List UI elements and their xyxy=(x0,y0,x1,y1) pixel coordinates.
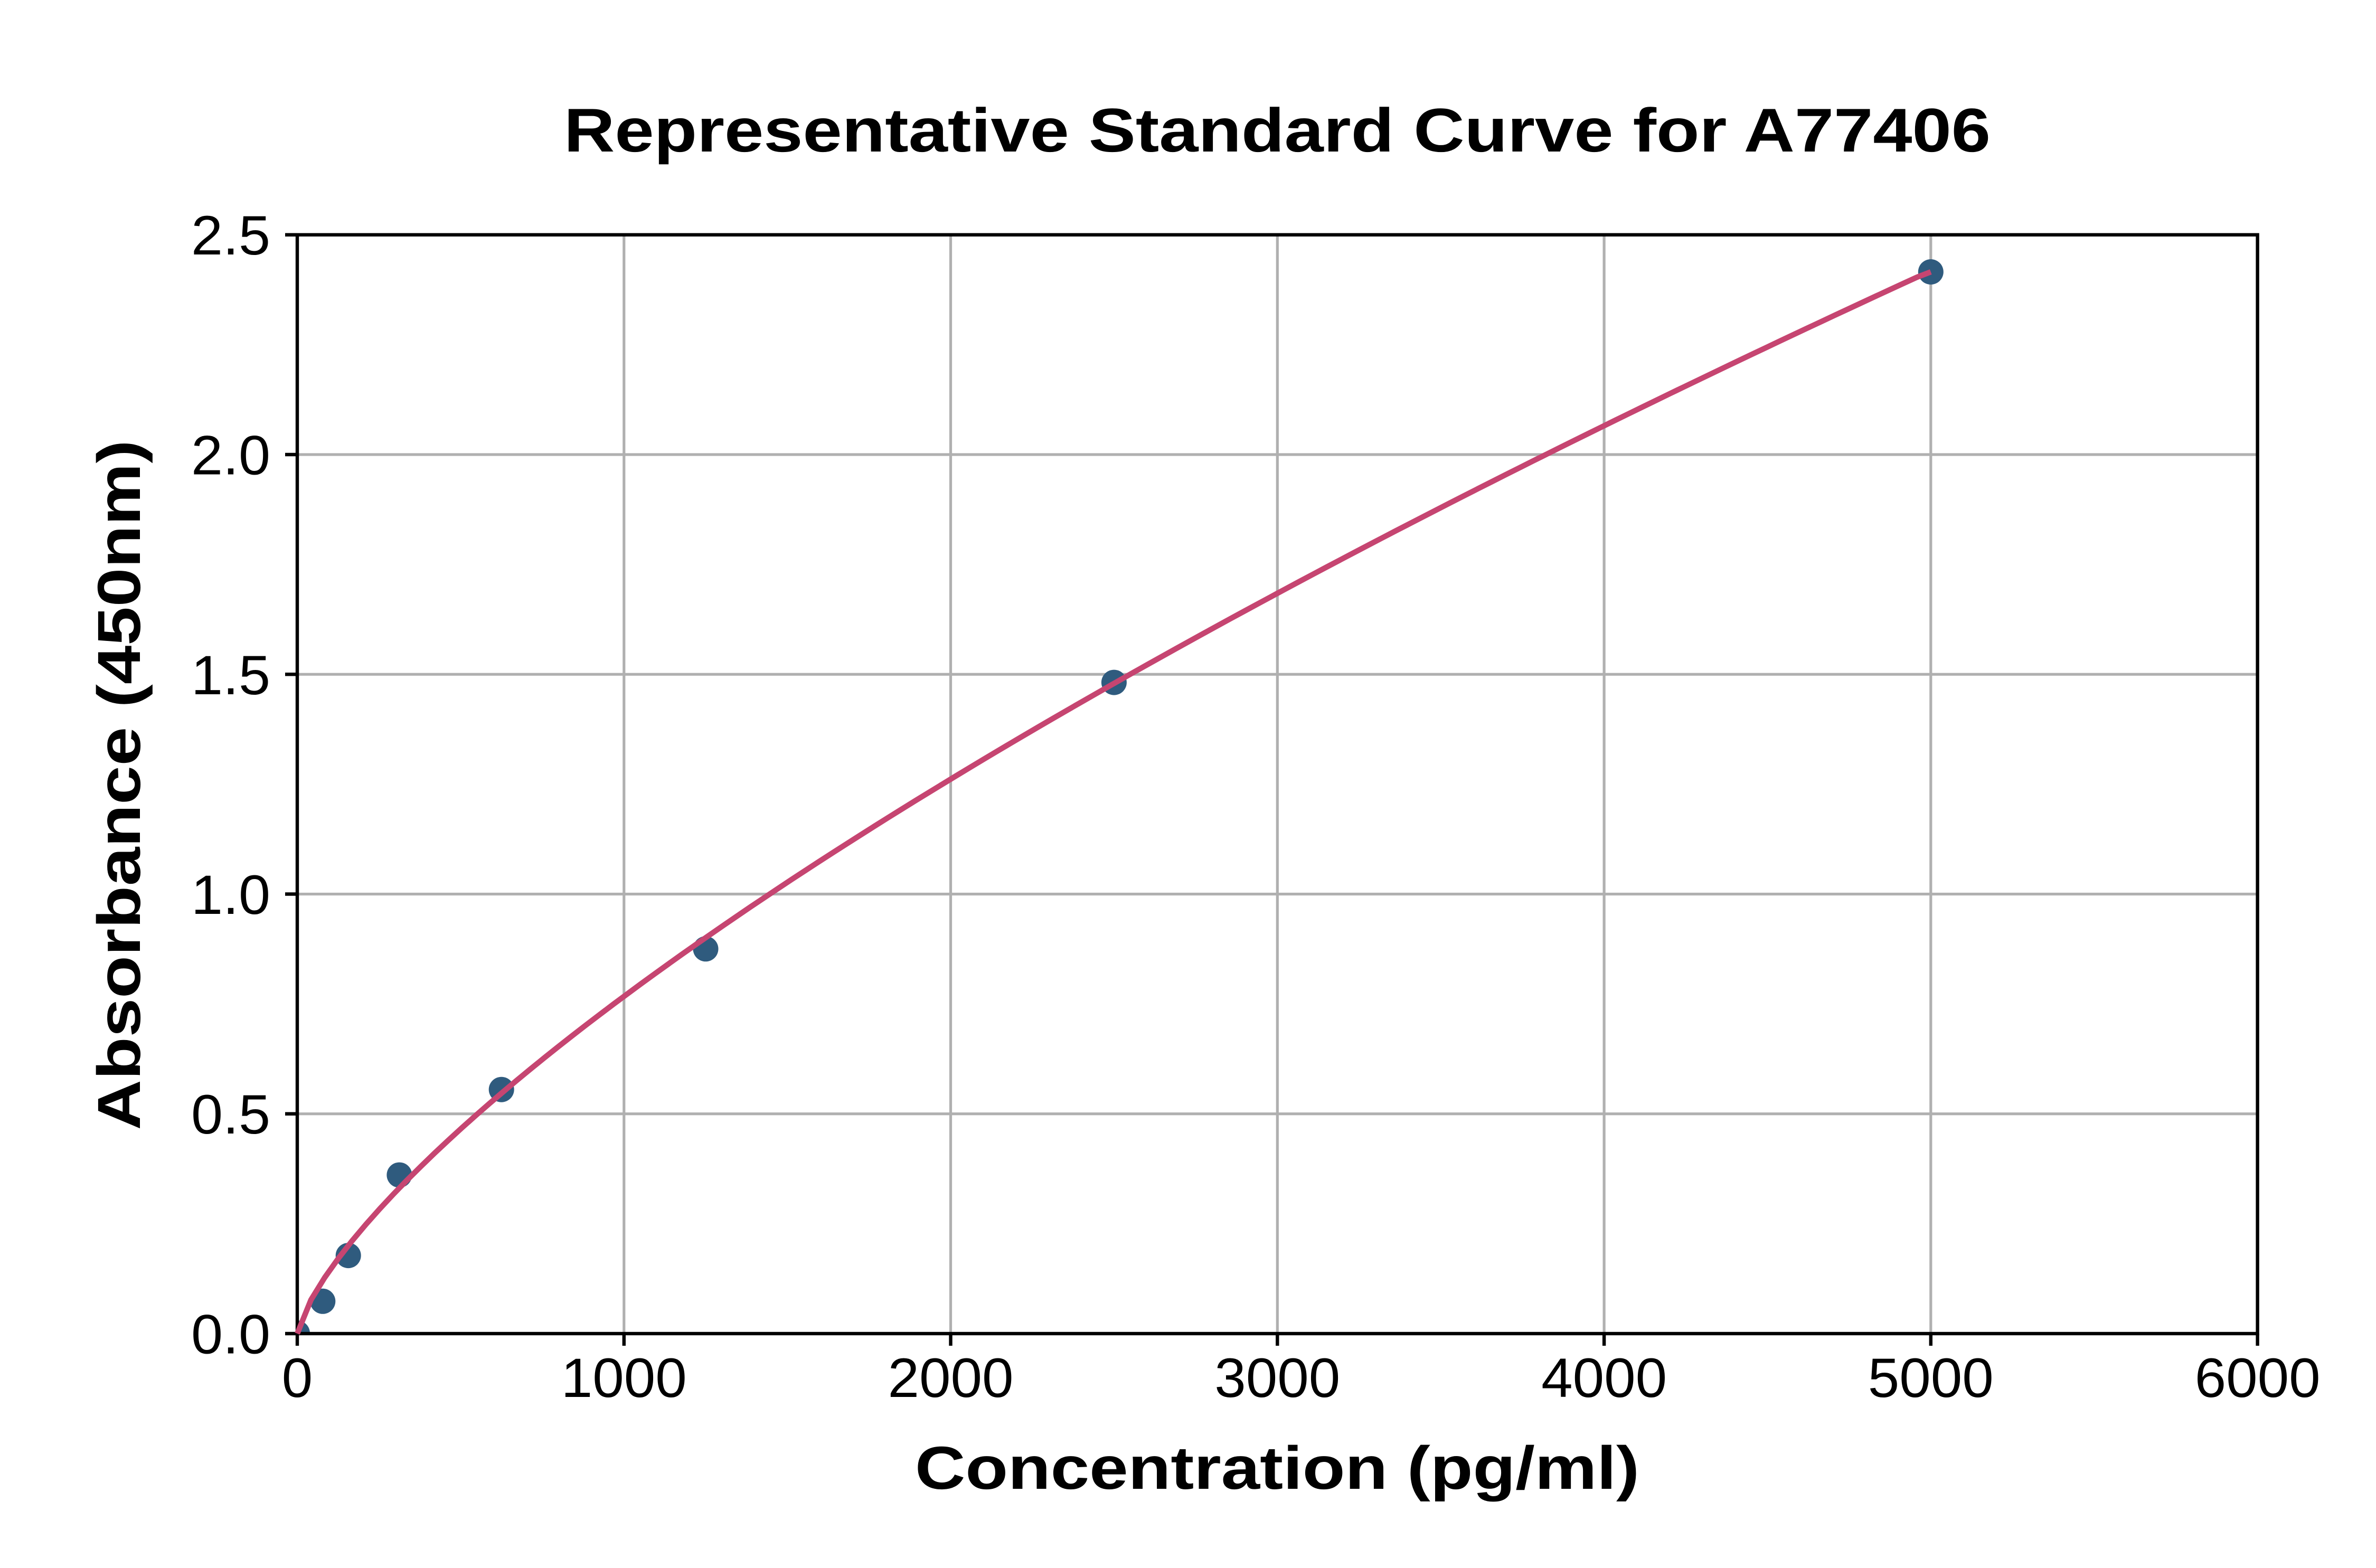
svg-text:Absorbance (450nm): Absorbance (450nm) xyxy=(86,440,153,1130)
svg-text:1000: 1000 xyxy=(561,1347,687,1409)
svg-text:0: 0 xyxy=(282,1347,313,1409)
svg-text:5000: 5000 xyxy=(1868,1347,1994,1409)
svg-text:3000: 3000 xyxy=(1214,1347,1340,1409)
svg-text:2000: 2000 xyxy=(888,1347,1014,1409)
svg-text:1.5: 1.5 xyxy=(191,645,270,706)
svg-text:0.5: 0.5 xyxy=(191,1084,270,1146)
svg-text:Concentration (pg/ml): Concentration (pg/ml) xyxy=(915,1434,1639,1502)
svg-text:Representative Standard Curve: Representative Standard Curve for A77406 xyxy=(564,96,1991,165)
svg-text:1.0: 1.0 xyxy=(191,864,270,926)
svg-text:6000: 6000 xyxy=(2195,1347,2321,1409)
svg-text:2.0: 2.0 xyxy=(191,425,270,487)
svg-text:0.0: 0.0 xyxy=(191,1304,270,1366)
svg-text:2.5: 2.5 xyxy=(191,205,270,267)
svg-text:4000: 4000 xyxy=(1541,1347,1667,1409)
